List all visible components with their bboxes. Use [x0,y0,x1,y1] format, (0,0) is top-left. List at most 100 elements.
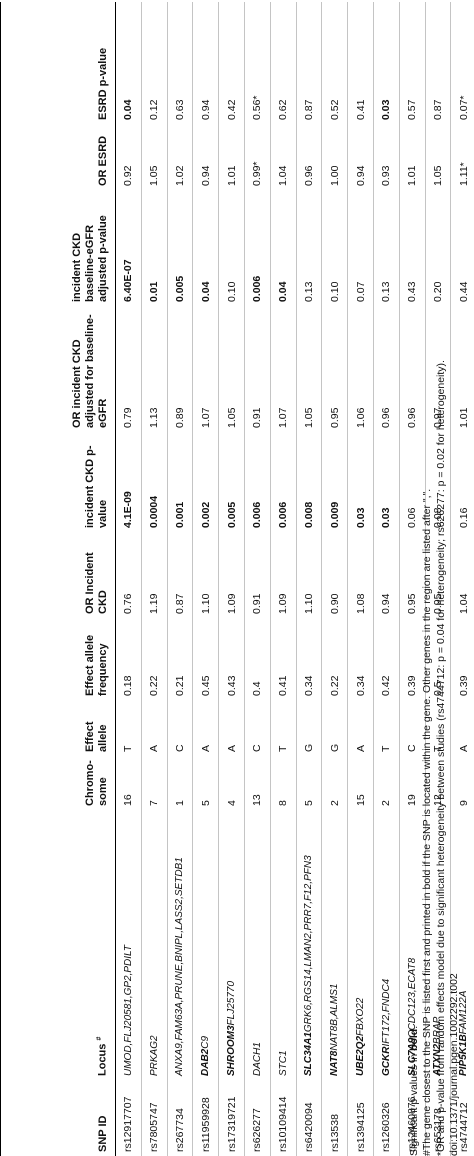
cell-effect-allele-frequency: 0.43 [218,618,245,700]
locus-lead-gene: UBE2Q2 [355,1035,367,1076]
cell-adjusted-p-value: 0.04 [192,190,219,306]
col-header-chromosome: Chromo-some [0,756,116,810]
cell-adjusted-p-value: 0.20 [425,190,451,306]
cell-or-incident-ckd: 0.76 [115,532,142,618]
cell-esrd-p-value: 0.57 [399,2,426,124]
cell-incident-ckd-p-value: 0.006 [244,432,271,532]
cell-locus: SLC34A1GRK6,RGS14,LMAN2,PRR7,F12,PFN3 [296,810,322,1080]
cell-adjusted-p-value: 0.10 [218,190,245,306]
cell-esrd-p-value: 0.62 [270,2,297,124]
cell-snp-id: rs7805747 [141,1080,168,1156]
cell-or-adjusted: 0.95 [321,306,348,432]
cell-effect-allele: A [347,700,374,756]
cell-snp-id: rs1394125 [347,1080,374,1156]
table-row: rs1260326 GCKRIFT172,FNDC4 2 T 0.42 0.94 0.03 0… [373,2,400,1156]
cell-effect-allele-frequency: 0.21 [167,618,193,700]
cell-chromosome: 5 [192,756,219,810]
locus-lead-gene: UMOD [122,1045,134,1076]
cell-or-incident-ckd: 1.10 [192,532,219,618]
cell-effect-allele: C [167,700,193,756]
cell-or-esrd: 0.92 [115,124,142,190]
cell-or-adjusted: 1.05 [296,306,322,432]
cell-or-incident-ckd: 0.91 [244,532,271,618]
cell-adjusted-p-value: 0.006 [244,190,271,306]
cell-snp-id: rs11959928 [192,1080,219,1156]
cell-incident-ckd-p-value: 0.03 [347,432,374,532]
cell-locus: DACH1 [244,810,271,1080]
cell-esrd-p-value: 0.87 [296,2,322,124]
cell-snp-id: rs626277 [244,1080,271,1156]
locus-lead-gene: GCKR [380,1046,392,1076]
cell-effect-allele-frequency: 0.4 [244,618,271,700]
cell-adjusted-p-value: 6.40E-07 [115,190,142,306]
locus-other-genes: FLJ20581,GP2,PDILT [122,945,134,1043]
cell-adjusted-p-value: 0.43 [399,190,426,306]
cell-snp-id: rs12917707 [115,1080,142,1156]
cell-locus: GCKRIFT172,FNDC4 [373,810,400,1080]
table-row: rs13538 NAT8NAT8B,ALMS1 2 G 0.22 0.90 0.009 0.9… [321,2,348,1156]
locus-other-genes: FAM63A,PRUNE,BNIPL,LASS2,SETDB1 [174,857,186,1041]
table-row: rs12917707 UMOD,FLJ20581,GP2,PDILT 16 T 0.18… [115,2,142,1156]
cell-effect-allele-frequency: 0.22 [141,618,168,700]
cell-esrd-p-value: 0.63 [167,2,193,124]
cell-esrd-p-value: 0.94 [192,2,219,124]
locus-lead-gene: PRKAG2 [148,1035,160,1076]
col-header-effect-allele: Effect allele [0,700,116,756]
footnote-significance: Significant p-values in bold. [408,1025,420,1156]
locus-other-genes: FBXO22 [355,997,367,1036]
cell-or-incident-ckd: 0.90 [321,532,348,618]
footnote-locus: #The gene closest to the SNP is listed f… [421,488,434,1156]
cell-or-esrd: 1.04 [270,124,297,190]
cell-incident-ckd-p-value: 0.005 [218,432,245,532]
cell-or-adjusted: 0.89 [167,306,193,432]
cell-or-adjusted: 1.07 [192,306,219,432]
cell-effect-allele: A [141,700,168,756]
cell-or-adjusted: 1.05 [218,306,245,432]
col-header-or-adjusted: OR incident CKD adjusted for baseline-eG… [0,306,116,432]
col-header-snp-id: SNP ID [0,1080,116,1156]
table-row: rs267734 ANXA9,FAM63A,PRUNE,BNIPL,LASS2,S… [167,2,193,1156]
footnote-doi: doi:10.1371/journal.pgen.1002292.t002 [448,973,461,1156]
cell-or-adjusted: 0.91 [244,306,271,432]
locus-lead-gene: ANXA9 [174,1043,186,1076]
locus-lead-gene: NAT8 [329,1050,341,1076]
table-row: rs626277 DACH1 13 C 0.4 0.91 0.006 0.91 0.006 0.9… [244,2,271,1156]
cell-or-adjusted: 1.06 [347,306,374,432]
cell-effect-allele-frequency: 0.34 [347,618,374,700]
locus-lead-gene: SHROOM3 [226,1025,238,1076]
cell-locus: ANXA9,FAM63A,PRUNE,BNIPL,LASS2,SETDB1 [167,810,193,1080]
cell-effect-allele-frequency: 0.22 [321,618,348,700]
cell-or-adjusted: 0.96 [373,306,400,432]
table-row: rs10109414 STC1 8 T 0.41 1.09 0.006 1.07 0.04 1.0… [270,2,297,1156]
col-header-esrd-p-value: ESRD p-value [0,2,116,124]
cell-esrd-p-value: 0.03 [373,2,400,124]
cell-or-esrd: 0.96 [296,124,322,190]
cell-or-esrd: 1.11* [450,124,474,190]
cell-incident-ckd-p-value: 0.009 [321,432,348,532]
cell-incident-ckd-p-value: 0.002 [192,432,219,532]
cell-snp-id: rs267734 [167,1080,193,1156]
cell-or-esrd: 0.99* [244,124,271,190]
table-header-row: SNP ID Locus # Chromo-some Effect allele… [0,2,116,1156]
cell-esrd-p-value: 0.52 [321,2,348,124]
cell-locus: PRKAG2 [141,810,168,1080]
cell-or-incident-ckd: 1.09 [218,532,245,618]
locus-separator: , [174,1040,186,1044]
cell-locus: NAT8NAT8B,ALMS1 [321,810,348,1080]
cell-locus: UBE2Q2FBXO22 [347,810,374,1080]
cell-locus: STC1 [270,810,297,1080]
locus-lead-gene: SLC34A1 [303,1032,315,1076]
locus-other-genes: C9 [200,1035,212,1049]
cell-effect-allele-frequency: 0.34 [296,618,322,700]
cell-adjusted-p-value: 0.13 [373,190,400,306]
col-header-or-esrd: OR ESRD [0,124,116,190]
col-header-locus: Locus # [0,810,116,1080]
locus-other-genes: GRK6,RGS14,LMAN2,PRR7,F12,PFN3 [303,855,315,1033]
cell-chromosome: 13 [244,756,271,810]
locus-lead-gene: DACH1 [251,1042,263,1076]
cell-adjusted-p-value: 0.13 [296,190,322,306]
cell-chromosome: 2 [321,756,348,810]
cell-adjusted-p-value: 0.01 [141,190,168,306]
